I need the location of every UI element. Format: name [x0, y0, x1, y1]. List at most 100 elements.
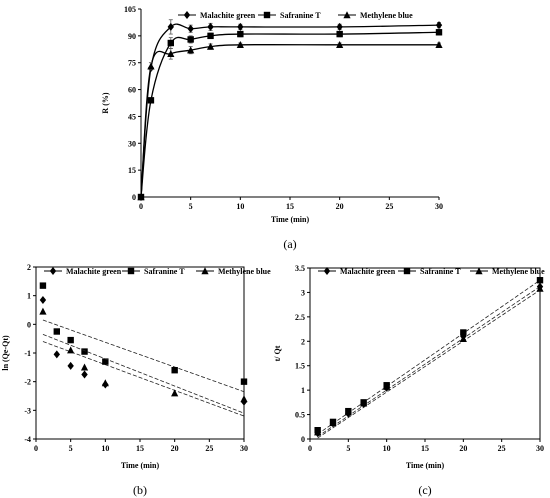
y-tick-label: 1 [27, 292, 31, 301]
data-point [187, 46, 195, 54]
data-point [81, 370, 88, 379]
x-tick-label: 5 [69, 444, 73, 453]
data-point [187, 24, 194, 33]
chart-panel-a: 0 15 30 45 60 75 90 105 0 5 10 15 20 25 30 Time (min) R … [101, 5, 443, 251]
data-point [80, 363, 89, 371]
legend-label: Safranine T [420, 267, 461, 276]
plot-frame [35, 266, 245, 440]
data-point [336, 22, 343, 31]
series-0 [137, 19, 443, 201]
x-tick-label: 5 [346, 444, 350, 453]
data-point [536, 277, 544, 284]
series-2 [137, 41, 443, 201]
y-tick-label: 90 [128, 32, 136, 41]
data-point [207, 32, 214, 40]
y-axis-title: R (%) [101, 92, 110, 113]
data-point [67, 346, 75, 354]
data-point [167, 22, 174, 31]
data-point [460, 329, 467, 336]
series-line [140, 31, 440, 198]
data-point [187, 36, 194, 43]
legend-label: Malachite green [200, 11, 256, 20]
y-tick-label: 1.5 [295, 362, 305, 371]
y-tick-label: 3.5 [295, 264, 305, 273]
fit-line [317, 279, 541, 435]
y-tick-label: 30 [128, 139, 136, 148]
data-point [459, 335, 467, 343]
data-point [206, 42, 215, 50]
x-tick-label: 10 [383, 444, 391, 453]
x-tick-label: 20 [171, 444, 179, 453]
y-axis-title: t/ Qt [273, 345, 282, 361]
plot-frame [309, 267, 541, 440]
x-tick-label: 5 [189, 202, 193, 211]
data-point [101, 379, 109, 387]
x-tick-label: 25 [498, 444, 506, 453]
data-point [236, 41, 244, 49]
y-tick-label: 75 [128, 59, 136, 68]
data-point [237, 22, 244, 31]
x-tick-label: 15 [286, 202, 294, 211]
y-tick-label: 15 [128, 166, 136, 175]
data-point [536, 284, 544, 292]
legend-label: Methylene blue [218, 267, 271, 276]
x-tick-label: 30 [240, 444, 248, 453]
legend-marker [403, 267, 411, 275]
data-point [207, 22, 214, 31]
y-tick-label: -2 [24, 378, 31, 387]
legend-marker [201, 267, 209, 275]
y-tick-label: 0.5 [295, 411, 305, 420]
data-point [314, 428, 322, 436]
y-tick-label: 60 [128, 86, 136, 95]
x-tick-label: 20 [336, 202, 344, 211]
fit-line [317, 286, 541, 437]
data-point [39, 307, 47, 315]
y-tick-label: 0 [301, 435, 305, 444]
x-axis-title: Time (min) [121, 461, 160, 470]
legend-marker [475, 267, 483, 275]
data-point [344, 408, 352, 416]
x-tick-label: 15 [136, 444, 144, 453]
data-point [137, 193, 145, 201]
y-tick-label: 2 [27, 263, 31, 272]
legend-label: Malachite green [340, 267, 396, 276]
fit-line [42, 333, 245, 414]
x-tick-label: 30 [435, 202, 443, 211]
y-tick-label: 3 [301, 288, 305, 297]
panel-caption: (b) [133, 483, 147, 497]
data-point [240, 395, 248, 403]
panel-caption: (a) [283, 237, 296, 251]
data-point [171, 389, 179, 397]
fit-line [317, 289, 541, 439]
legend-marker [263, 11, 271, 19]
y-tick-label: 2.5 [295, 313, 305, 322]
chart-panel-c: 0 0.5 1 1.5 2 2.5 3 3.5 0 5 10 15 20 25 30 Time (min) t/… [273, 264, 545, 497]
data-point [435, 21, 443, 30]
legend-label: Methylene blue [360, 11, 413, 20]
legend-label: Malachite green [66, 267, 122, 276]
x-axis-title: Time (min) [406, 461, 445, 470]
legend-marker [343, 11, 351, 19]
fit-line [42, 319, 245, 393]
legend-label: Safranine T [144, 267, 185, 276]
y-tick-label: 45 [128, 112, 136, 121]
series-line [140, 23, 440, 198]
x-tick-label: 15 [421, 444, 429, 453]
data-point [237, 30, 244, 38]
x-axis-title: Time (min) [271, 215, 310, 224]
x-tick-label: 25 [385, 202, 393, 211]
x-tick-label: 0 [308, 444, 312, 453]
legend-label: Safranine T [280, 11, 321, 20]
data-point [102, 358, 109, 365]
series-line [140, 44, 439, 198]
x-tick-label: 0 [34, 444, 38, 453]
data-point [39, 282, 47, 289]
data-point [360, 399, 368, 407]
legend-marker [183, 11, 191, 19]
y-tick-label: 0 [27, 320, 31, 329]
y-tick-label: 1 [301, 386, 305, 395]
panel-caption: (c) [418, 483, 431, 497]
y-tick-label: -1 [24, 349, 31, 358]
